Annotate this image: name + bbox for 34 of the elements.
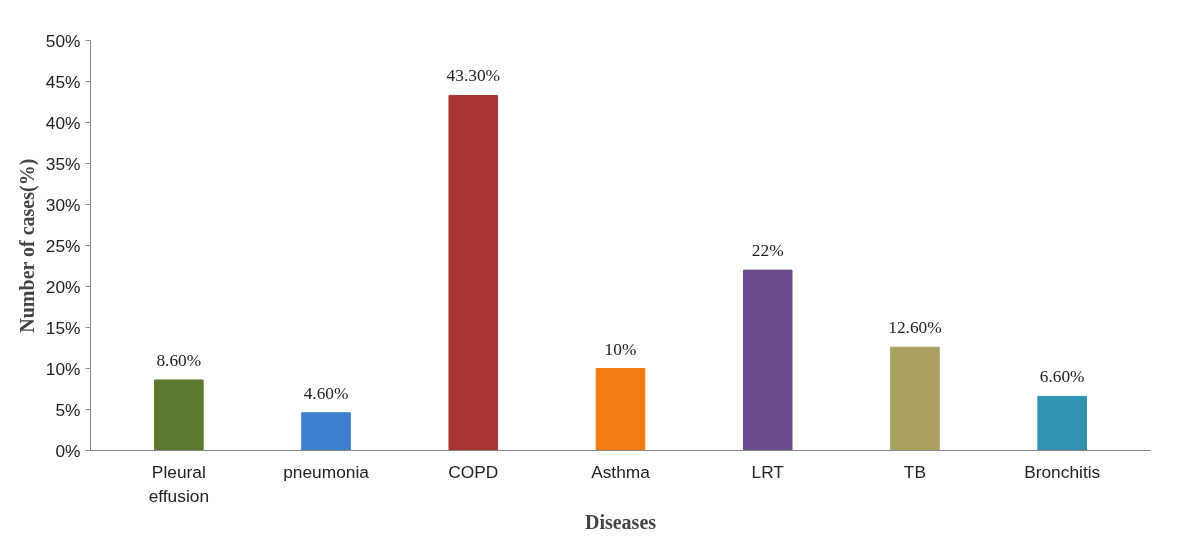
y-tick-label: 30% (45, 194, 81, 215)
y-tick-label: 35% (45, 153, 81, 174)
y-tick-label: 25% (45, 235, 81, 256)
data-label: 12.60% (888, 318, 942, 338)
data-label: 8.60% (156, 350, 202, 370)
bar (742, 269, 793, 451)
x-axis-title: Diseases (584, 510, 657, 533)
x-tick-label: TB (903, 461, 927, 482)
x-tick-label: Pleural effusion (148, 461, 210, 506)
y-tick-label: 40% (45, 112, 81, 133)
bar (595, 368, 646, 451)
bar (301, 412, 351, 451)
y-tick-label: 45% (45, 71, 81, 92)
y-tick-label: 5% (55, 399, 81, 420)
x-tick-label: Bronchitis (1024, 461, 1101, 482)
x-tick-label: Asthma (591, 461, 651, 482)
x-tick-label: COPD (448, 461, 499, 482)
data-label: 4.60% (303, 383, 349, 403)
data-label: 22% (751, 241, 784, 261)
x-tick-label: pneumonia (283, 461, 370, 482)
y-tick-label: 15% (45, 317, 81, 338)
data-label: 10% (604, 339, 637, 359)
data-label: 43.30% (446, 66, 500, 86)
x-tick-label: LRT (751, 461, 785, 482)
y-tick-label: 20% (45, 276, 81, 297)
bar (890, 346, 940, 451)
y-tick-label: 50% (45, 30, 81, 51)
data-label: 6.60% (1039, 367, 1085, 387)
bar (154, 379, 204, 451)
y-axis-title: Number of cases(%) (15, 158, 39, 333)
y-tick-label: 0% (55, 440, 81, 461)
y-tick-label: 10% (45, 358, 81, 379)
bar (1037, 395, 1087, 451)
bar (448, 94, 499, 451)
